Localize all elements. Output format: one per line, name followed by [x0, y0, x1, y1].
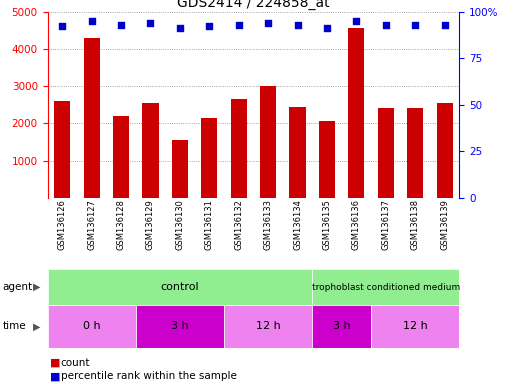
Bar	[201, 118, 218, 198]
Text: GSM136136: GSM136136	[352, 199, 361, 250]
Text: GSM136133: GSM136133	[263, 199, 272, 250]
Bar	[407, 108, 423, 198]
Bar	[319, 121, 335, 198]
Text: trophoblast conditioned medium: trophoblast conditioned medium	[312, 283, 460, 291]
Text: GSM136127: GSM136127	[87, 199, 96, 250]
Text: count: count	[61, 358, 90, 368]
Text: GSM136138: GSM136138	[411, 199, 420, 250]
Text: GSM136137: GSM136137	[381, 199, 390, 250]
Point	[323, 25, 331, 31]
Text: GSM136132: GSM136132	[234, 199, 243, 250]
Text: ■: ■	[50, 371, 61, 381]
Point	[352, 18, 361, 24]
Bar	[371, 305, 459, 348]
Text: time: time	[3, 321, 26, 331]
Bar	[231, 99, 247, 198]
Bar	[113, 116, 129, 198]
Point	[234, 22, 243, 28]
Text: percentile rank within the sample: percentile rank within the sample	[61, 371, 237, 381]
Bar	[143, 103, 158, 198]
Bar	[289, 106, 306, 198]
Text: GSM136134: GSM136134	[293, 199, 302, 250]
Point	[88, 18, 96, 24]
Bar	[172, 140, 188, 198]
Bar	[54, 101, 70, 198]
Point	[264, 20, 272, 26]
Text: 12 h: 12 h	[256, 321, 280, 331]
Text: GSM136131: GSM136131	[205, 199, 214, 250]
Bar	[378, 108, 394, 198]
Text: GSM136128: GSM136128	[117, 199, 126, 250]
Point	[294, 22, 302, 28]
Text: GSM136135: GSM136135	[323, 199, 332, 250]
Title: GDS2414 / 224858_at: GDS2414 / 224858_at	[177, 0, 330, 10]
Point	[411, 22, 419, 28]
Bar	[348, 28, 364, 198]
Text: 0 h: 0 h	[83, 321, 100, 331]
Bar	[312, 305, 371, 348]
Text: 3 h: 3 h	[333, 321, 351, 331]
Point	[146, 20, 155, 26]
Text: ▶: ▶	[33, 321, 41, 331]
Bar	[83, 38, 100, 198]
Text: GSM136129: GSM136129	[146, 199, 155, 250]
Point	[382, 22, 390, 28]
Bar	[437, 103, 452, 198]
Point	[117, 22, 125, 28]
Bar	[48, 305, 136, 348]
Bar	[312, 269, 459, 305]
Bar	[48, 269, 312, 305]
Point	[58, 23, 67, 30]
Bar	[260, 86, 276, 198]
Point	[176, 25, 184, 31]
Text: GSM136139: GSM136139	[440, 199, 449, 250]
Bar	[136, 305, 224, 348]
Text: ■: ■	[50, 358, 61, 368]
Text: control: control	[161, 282, 199, 292]
Point	[440, 22, 449, 28]
Text: 3 h: 3 h	[171, 321, 188, 331]
Text: GSM136130: GSM136130	[175, 199, 184, 250]
Point	[205, 23, 213, 30]
Text: agent: agent	[3, 282, 33, 292]
Bar	[224, 305, 312, 348]
Text: GSM136126: GSM136126	[58, 199, 67, 250]
Text: ▶: ▶	[33, 282, 41, 292]
Text: 12 h: 12 h	[403, 321, 428, 331]
